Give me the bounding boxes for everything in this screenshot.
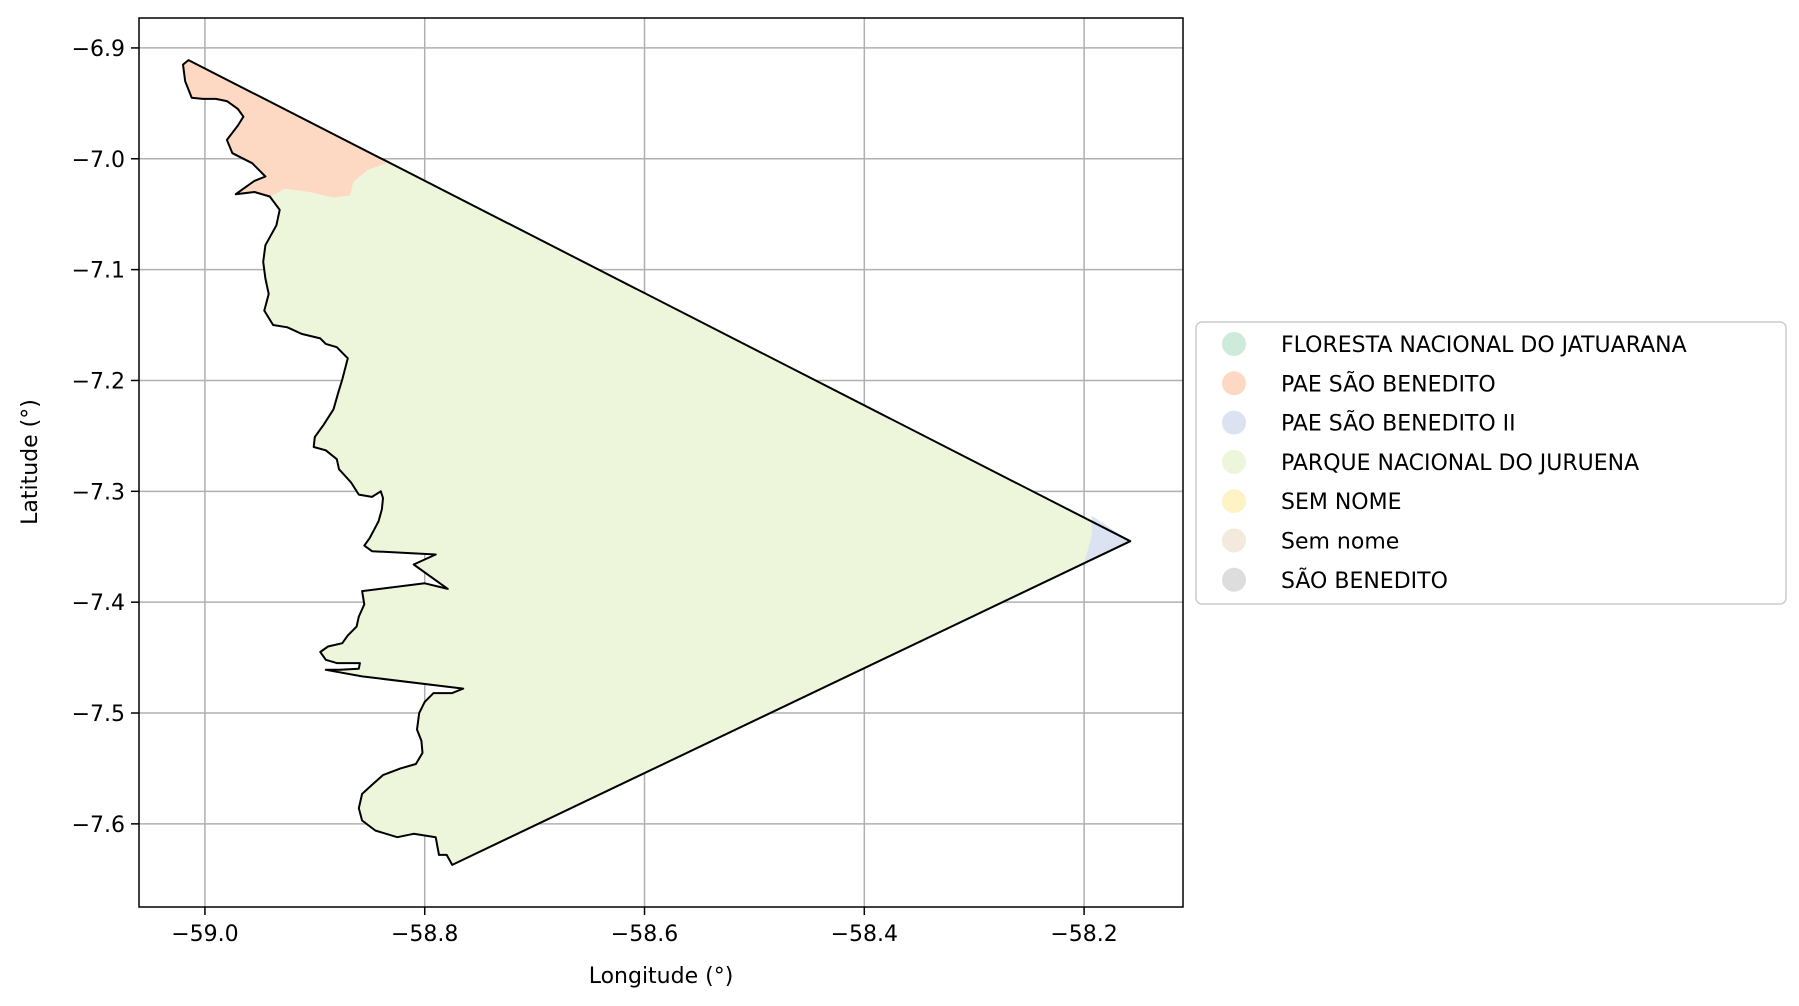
region-fill-1	[1084, 515, 1131, 564]
x-tick-label-1: −58.8	[391, 922, 458, 947]
legend-marker-2	[1222, 410, 1246, 435]
region-fill-0	[183, 60, 390, 198]
y-tick-label-1: −7.0	[72, 148, 125, 173]
legend-marker-5	[1222, 528, 1246, 553]
y-tick-label-3: −7.2	[72, 369, 125, 394]
region-fills	[183, 60, 1131, 564]
y-tick-label-5: −7.4	[72, 591, 125, 616]
legend-label-3: PARQUE NACIONAL DO JURUENA	[1281, 451, 1639, 476]
legend-marker-4	[1222, 489, 1246, 514]
legend-label-2: PAE SÃO BENEDITO II	[1281, 410, 1516, 437]
legend-label-1: PAE SÃO BENEDITO	[1281, 370, 1496, 397]
legend-marker-3	[1222, 449, 1246, 474]
x-tick-label-2: −58.6	[611, 922, 678, 947]
y-tick-label-6: −7.5	[72, 702, 125, 727]
map-layer	[182, 59, 1132, 866]
boundary-outline	[182, 59, 1132, 866]
y-axis-ticks: −6.9 −7.0 −7.1 −7.2 −7.3 −7.4 −7.5 −7.6	[72, 37, 139, 838]
legend-marker-1	[1222, 371, 1246, 396]
legend-label-5: Sem nome	[1281, 530, 1399, 555]
x-tick-label-0: −59.0	[171, 922, 238, 947]
y-tick-label-0: −6.9	[72, 37, 125, 62]
x-axis-ticks: −59.0 −58.8 −58.6 −58.4 −58.2	[171, 907, 1118, 947]
y-tick-label-2: −7.1	[72, 259, 125, 284]
y-tick-label-4: −7.3	[72, 480, 125, 505]
legend-label-0: FLORESTA NACIONAL DO JATUARANA	[1281, 333, 1687, 358]
legend-marker-6	[1222, 567, 1246, 592]
x-tick-label-4: −58.2	[1050, 922, 1117, 947]
y-tick-label-7: −7.6	[72, 813, 125, 838]
legend-label-6: SÃO BENEDITO	[1281, 567, 1448, 594]
legend-label-4: SEM NOME	[1281, 490, 1402, 515]
legend-box	[1195, 321, 1787, 605]
plot-frame	[138, 17, 1184, 908]
legend-marker-0	[1222, 332, 1246, 356]
x-tick-label-3: −58.4	[831, 922, 898, 947]
legend: FLORESTA NACIONAL DO JATUARANA PAE SÃO BE…	[1222, 332, 1687, 594]
y-axis-title: Latitude (°)	[18, 399, 43, 525]
park-area-fill	[183, 60, 1131, 865]
x-axis-title: Longitude (°)	[589, 964, 734, 989]
